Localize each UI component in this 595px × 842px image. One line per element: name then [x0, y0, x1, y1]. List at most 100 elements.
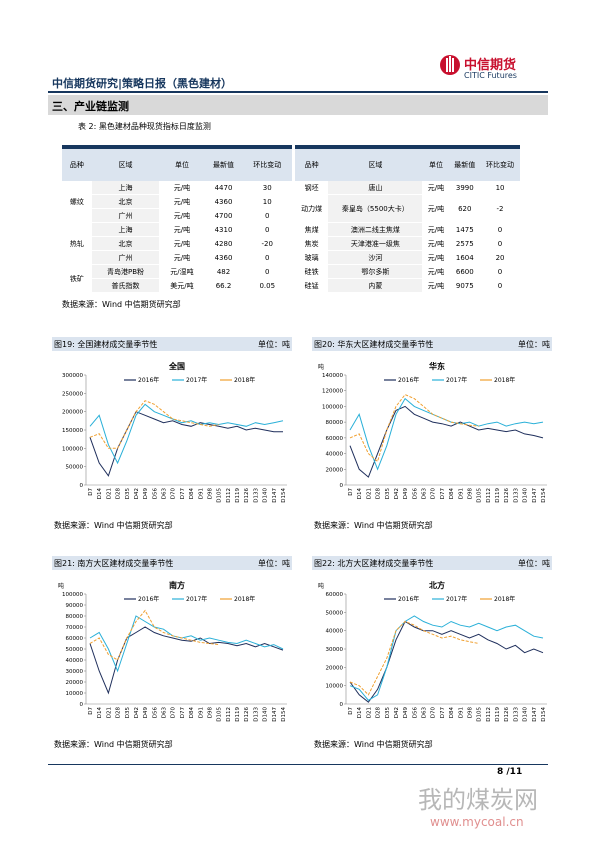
x-tick-label: D28: [116, 707, 122, 719]
table-row: 硅铁 鄂尔多斯 元/吨 6600 0: [295, 264, 520, 279]
table-cell: 4700: [204, 208, 243, 223]
y-tick-label: 20000: [66, 680, 84, 686]
table-cell: 元/吨: [159, 181, 205, 195]
table-cell: 元/吨: [159, 250, 205, 265]
y-tick-label: 100000: [322, 404, 343, 410]
page-number: 8 /11: [497, 767, 523, 777]
x-tick-label: D42: [134, 488, 140, 499]
x-tick-label: D14: [357, 707, 363, 719]
header-title: 中信期货研究|策略日报（黑色建材）: [52, 77, 233, 90]
watermark-url: www.mycoal.cn: [430, 815, 524, 829]
x-tick-label: D91: [198, 488, 204, 499]
chart-source: 数据来源：Wind 中信期货研究部: [54, 520, 173, 530]
x-tick-label: D35: [385, 488, 391, 500]
table-cell: 上海: [91, 181, 160, 195]
x-tick-label: D119: [235, 707, 241, 722]
inner-title: 全国: [168, 361, 185, 371]
x-tick-label: D126: [244, 488, 250, 503]
y-tick-label: 200000: [62, 410, 83, 416]
x-tick-label: D14: [97, 488, 103, 500]
y-tick-label: 40000: [326, 629, 344, 635]
x-tick-label: D7: [348, 706, 354, 714]
x-tick-label: D126: [504, 707, 510, 722]
x-tick-label: D70: [431, 707, 437, 719]
x-tick-label: D84: [449, 707, 455, 719]
chart-unit: 单位：吨: [518, 558, 550, 568]
chart-title-band: [312, 337, 552, 351]
table-cell: 4360: [204, 250, 243, 265]
chart-title: 图22: 北方大区建材成交量季节性: [314, 558, 433, 568]
table-cell: 澳洲二线主焦煤: [328, 222, 423, 237]
legend-label: 2016年: [398, 595, 419, 603]
table-cell: 元/吨: [422, 250, 450, 265]
table-cell: 元/吨: [422, 264, 450, 279]
table-cell: 2575: [449, 236, 481, 251]
table-cell: 0: [480, 264, 520, 279]
x-tick-label: D7: [88, 487, 94, 495]
x-tick-label: D28: [376, 488, 382, 500]
table-cell: 0: [242, 250, 292, 265]
legend-label: 2017年: [446, 376, 467, 384]
table-right: 品种 区域 单位 最新值 环比变动 钢坯 唐山 元/吨 3990 10 动力煤 秦皇岛（5500大卡）…: [295, 145, 520, 293]
logo-en: CITIC Futures: [464, 71, 517, 80]
x-tick-label: D84: [189, 707, 195, 719]
x-tick-label: D112: [226, 707, 232, 722]
table-cell: 620: [449, 194, 481, 223]
header-row: 品种 区域 单位 最新值 环比变动: [62, 145, 292, 181]
table-cell: 美元/吨: [159, 278, 205, 293]
table-cell: 元/吨: [422, 181, 450, 195]
y-tick-label: 50000: [66, 465, 84, 471]
table-row: 热轧 上海 元/吨 4310 0: [62, 222, 292, 265]
table-cell: 20: [480, 250, 520, 265]
table-cell: 0: [242, 264, 292, 279]
y-tick-label: 50000: [326, 610, 344, 616]
x-tick-label: D77: [180, 707, 186, 719]
table-cell: 0: [242, 222, 292, 237]
table-cell: 鄂尔多斯: [328, 264, 423, 279]
x-tick-label: D84: [449, 488, 455, 500]
x-tick-label: D70: [431, 488, 437, 500]
y-tick-label: 0: [80, 702, 84, 708]
column-header: 单位: [422, 145, 450, 181]
y-tick-label: 250000: [62, 391, 83, 397]
x-tick-label: D63: [162, 707, 168, 719]
x-tick-label: D147: [272, 488, 278, 503]
x-tick-label: D140: [523, 488, 529, 503]
y-tick-label: 0: [340, 483, 344, 489]
table-cell: 元/吨: [422, 278, 450, 293]
x-tick-label: D84: [189, 488, 195, 500]
x-tick-label: D77: [180, 488, 186, 500]
x-tick-label: D105: [217, 488, 223, 503]
table-cell: 广州: [91, 250, 160, 265]
table-row: 焦炭 天津港准一级焦 元/吨 2575 0: [295, 236, 520, 251]
series-line: [89, 400, 219, 449]
table-cell: 66.2: [204, 278, 243, 293]
x-tick-label: D91: [198, 707, 204, 718]
y-tick-label: 70000: [66, 625, 84, 631]
column-header: 区域: [328, 145, 423, 181]
table-cell: 天津港准一级焦: [328, 236, 423, 251]
x-tick-label: D119: [495, 488, 501, 503]
y-tick-label: 30000: [66, 669, 84, 675]
x-tick-label: D147: [532, 707, 538, 722]
x-tick-label: D119: [495, 707, 501, 722]
x-tick-label: D98: [207, 488, 213, 500]
table-cell: 焦炭: [295, 236, 329, 251]
x-tick-label: D49: [403, 488, 409, 500]
series-line: [349, 405, 544, 478]
table-row: 广州 元/吨 4700 0: [62, 208, 292, 223]
series-line: [349, 393, 479, 463]
table-cell: 6600: [449, 264, 481, 279]
category-cell: 铁矿: [62, 264, 92, 293]
x-tick-label: D63: [162, 488, 168, 500]
chart-source: 数据来源：Wind 中信期货研究部: [314, 520, 433, 530]
chart-title-band: [312, 556, 552, 570]
y-tick-label: 0: [340, 702, 344, 708]
table-cell: 10: [480, 181, 520, 195]
x-tick-label: D105: [477, 488, 483, 503]
x-tick-label: D91: [458, 488, 464, 499]
footer-rule: [48, 764, 548, 765]
y-tick-label: 0: [80, 483, 84, 489]
table-cell: 元/湿吨: [159, 264, 205, 279]
table-cell: 广州: [91, 208, 160, 223]
